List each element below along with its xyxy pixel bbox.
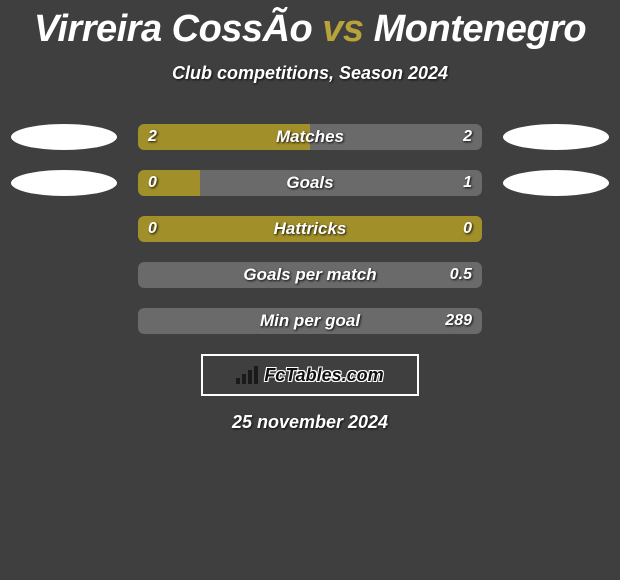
bar-track — [138, 308, 482, 334]
date-label: 25 november 2024 — [0, 412, 620, 433]
team-logo-right — [503, 124, 609, 150]
title-player1: Virreira CossÃ­o — [34, 8, 312, 50]
subtitle: Club competitions, Season 2024 — [0, 63, 620, 84]
logo-slot-left — [8, 170, 120, 196]
logo-slot-right — [500, 124, 612, 150]
stat-bar: Hattricks00 — [138, 216, 482, 242]
team-logo-right — [503, 170, 609, 196]
page-title: Virreira CossÃ­o vs Montenegro — [0, 0, 620, 51]
stat-bar: Goals per match0.5 — [138, 262, 482, 288]
bar-fill-left — [138, 216, 482, 242]
stat-row: Min per goal289 — [0, 308, 620, 334]
attribution-badge: FcTables.com — [201, 354, 419, 396]
team-logo-left — [11, 170, 117, 196]
bar-track — [138, 262, 482, 288]
title-vs: vs — [322, 8, 363, 50]
stats-container: Matches22 Goals01 Hattricks00 Goals per mat… — [0, 124, 620, 334]
comparison-infographic: Virreira CossÃ­o vs Montenegro Club comp… — [0, 0, 620, 580]
attribution-text: FcTables.com — [264, 365, 383, 386]
stat-row: Matches22 — [0, 124, 620, 150]
title-player2: Montenegro — [374, 8, 586, 50]
bar-fill-left — [138, 124, 310, 150]
stat-row: Hattricks00 — [0, 216, 620, 242]
stat-row: Goals01 — [0, 170, 620, 196]
bars-icon — [236, 366, 258, 384]
stat-bar: Goals01 — [138, 170, 482, 196]
logo-slot-right — [500, 170, 612, 196]
stat-bar: Matches22 — [138, 124, 482, 150]
stat-bar: Min per goal289 — [138, 308, 482, 334]
bar-fill-left — [138, 170, 200, 196]
stat-row: Goals per match0.5 — [0, 262, 620, 288]
logo-slot-left — [8, 124, 120, 150]
team-logo-left — [11, 124, 117, 150]
